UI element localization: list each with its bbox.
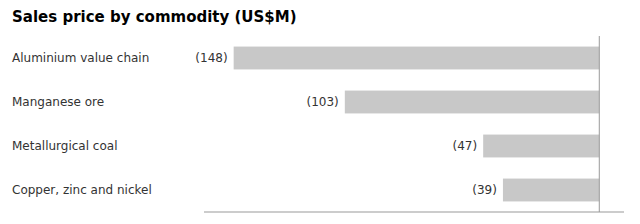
bar — [345, 91, 599, 114]
category-label: Copper, zinc and nickel — [12, 183, 152, 197]
data-label: (47) — [453, 139, 478, 153]
data-label: (148) — [195, 51, 227, 65]
data-label: (103) — [307, 95, 339, 109]
x-axis-line — [204, 212, 624, 213]
category-label: Metallurgical coal — [12, 139, 117, 153]
chart: Sales price by commodity (US$M) Copper, z… — [0, 0, 640, 224]
bars — [234, 47, 600, 202]
title: Sales price by commodity (US$M) — [12, 8, 297, 26]
baseline — [599, 36, 600, 212]
data-label: (39) — [472, 183, 497, 197]
bar — [234, 47, 600, 70]
category-label: Manganese ore — [12, 95, 104, 109]
category-label: Aluminium value chain — [12, 51, 149, 65]
bar — [483, 135, 599, 158]
bar — [503, 179, 599, 202]
